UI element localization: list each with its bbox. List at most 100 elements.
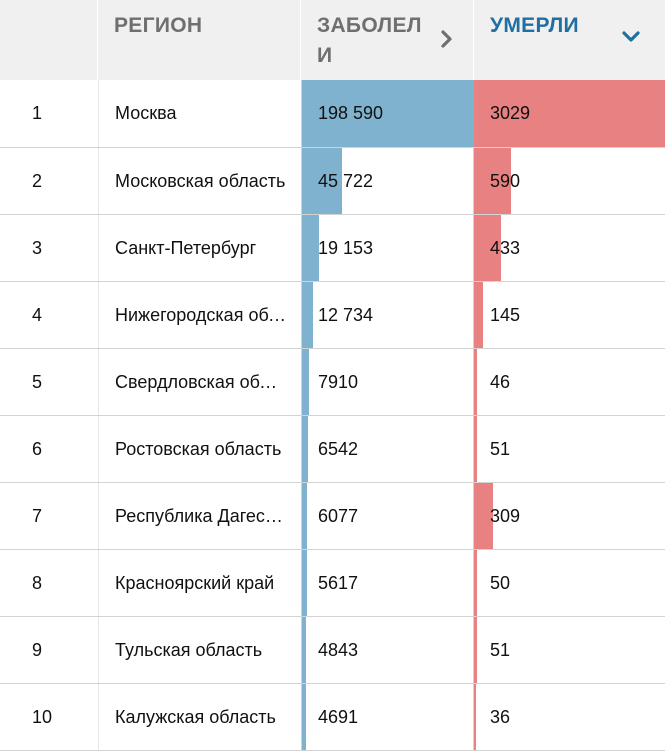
row-cases: 198 590 [318,103,384,123]
row-cases-cell: 19 153 [301,215,474,281]
cases-bar [302,215,319,281]
row-region-cell: Московская область [98,148,301,214]
row-deaths: 46 [490,371,511,392]
row-cases-cell: 198 590 [301,80,475,147]
row-region: Калужская область [115,706,276,727]
table-row[interactable]: 5 Свердловская область 7910 46 [0,349,665,416]
table-row[interactable]: 10 Калужская область 4691 36 [0,684,665,751]
row-deaths-cell: 51 [474,416,665,482]
row-deaths-cell: 50 [474,550,665,616]
cases-bar [302,684,306,750]
deaths-bar [474,282,483,348]
row-deaths-cell: 590 [474,148,665,214]
table-row[interactable]: 3 Санкт-Петербург 19 153 433 [0,215,665,282]
deaths-bar [474,416,477,482]
table-row[interactable]: 9 Тульская область 4843 51 [0,617,665,684]
row-cases: 19 153 [318,237,374,258]
cases-bar [302,349,309,415]
chevron-down-icon[interactable] [621,27,641,47]
row-region-cell: Красноярский край [98,550,301,616]
header-region[interactable]: РЕГИОН [98,0,301,80]
row-cases-cell: 7910 [301,349,474,415]
row-deaths-cell: 46 [474,349,665,415]
row-cases: 7910 [318,371,359,392]
deaths-bar [474,617,477,683]
row-rank: 8 [32,572,43,593]
row-cases-cell: 12 734 [301,282,474,348]
row-deaths: 590 [490,170,521,191]
header-deaths[interactable]: УМЕРЛИ [474,0,665,80]
row-rank: 4 [32,304,43,325]
cases-bar [302,617,306,683]
row-deaths: 433 [490,237,521,258]
cases-bar [302,80,475,147]
row-cases: 6077 [318,505,359,526]
deaths-bar [474,684,476,750]
table-row[interactable]: 6 Ростовская область 6542 51 [0,416,665,483]
row-rank: 7 [32,505,43,526]
row-region-cell: Тульская область [98,617,301,683]
cases-bar [302,148,342,214]
row-cases-cell: 4843 [301,617,474,683]
row-rank: 2 [32,170,43,191]
row-region-cell: Нижегородская область [98,282,301,348]
row-cases: 5617 [318,572,359,593]
table-body: 1 Москва 198 590 3029 2 Московская область 45 … [0,80,665,751]
header-cases[interactable]: ЗАБОЛЕЛИ [301,0,474,80]
row-cases-cell: 4691 [301,684,474,750]
table-row[interactable]: 2 Московская область 45 722 590 [0,148,665,215]
row-deaths: 50 [490,572,511,593]
row-deaths: 36 [490,706,511,727]
row-cases-cell: 5617 [301,550,474,616]
row-region: Республика Дагестан [115,505,287,526]
deaths-bar [474,80,665,147]
row-cases-cell: 6077 [301,483,474,549]
cases-bar [302,416,308,482]
row-cases-cell: 6542 [301,416,474,482]
row-region-cell: Москва [98,80,301,147]
deaths-bar [474,483,493,549]
deaths-bar [474,148,511,214]
cases-bar [302,550,307,616]
row-rank: 1 [32,103,43,123]
deaths-bar [474,550,477,616]
row-region: Московская область [115,170,286,191]
table-row[interactable]: 7 Республика Дагестан 6077 309 [0,483,665,550]
row-deaths: 145 [490,304,521,325]
row-region: Красноярский край [115,572,275,593]
chevron-right-icon[interactable] [437,29,457,49]
row-deaths: 51 [490,639,511,660]
deaths-bar [474,349,477,415]
row-region-cell: Санкт-Петербург [98,215,301,281]
row-region-cell: Ростовская область [98,416,301,482]
row-deaths-cell: 36 [474,684,665,750]
row-cases: 12 734 [318,304,374,325]
row-rank: 10 [32,706,53,727]
header-region-label: РЕГИОН [114,14,203,37]
row-region-cell: Республика Дагестан [98,483,301,549]
row-region: Ростовская область [115,438,282,459]
row-region: Тульская область [115,639,263,660]
table-row[interactable]: 1 Москва 198 590 3029 [0,80,665,148]
row-region: Москва [115,103,177,123]
row-rank: 6 [32,438,43,459]
row-region: Санкт-Петербург [115,237,257,258]
row-region-cell: Свердловская область [98,349,301,415]
header-deaths-label: УМЕРЛИ [490,14,579,37]
table-header: РЕГИОН ЗАБОЛЕЛИ УМЕРЛИ [0,0,665,80]
deaths-bar [474,215,501,281]
row-deaths-cell: 433 [474,215,665,281]
cases-bar [302,483,307,549]
cases-bar [302,282,313,348]
row-cases-cell: 45 722 [301,148,474,214]
table-row[interactable]: 8 Красноярский край 5617 50 [0,550,665,617]
row-deaths: 3029 [490,103,531,123]
header-cases-label: ЗАБОЛЕЛИ [317,14,422,67]
row-deaths: 309 [490,505,521,526]
header-rank [0,0,98,80]
row-deaths: 51 [490,438,511,459]
row-deaths-cell: 51 [474,617,665,683]
table-row[interactable]: 4 Нижегородская область 12 734 145 [0,282,665,349]
row-cases: 4843 [318,639,359,660]
row-region-cell: Калужская область [98,684,301,750]
